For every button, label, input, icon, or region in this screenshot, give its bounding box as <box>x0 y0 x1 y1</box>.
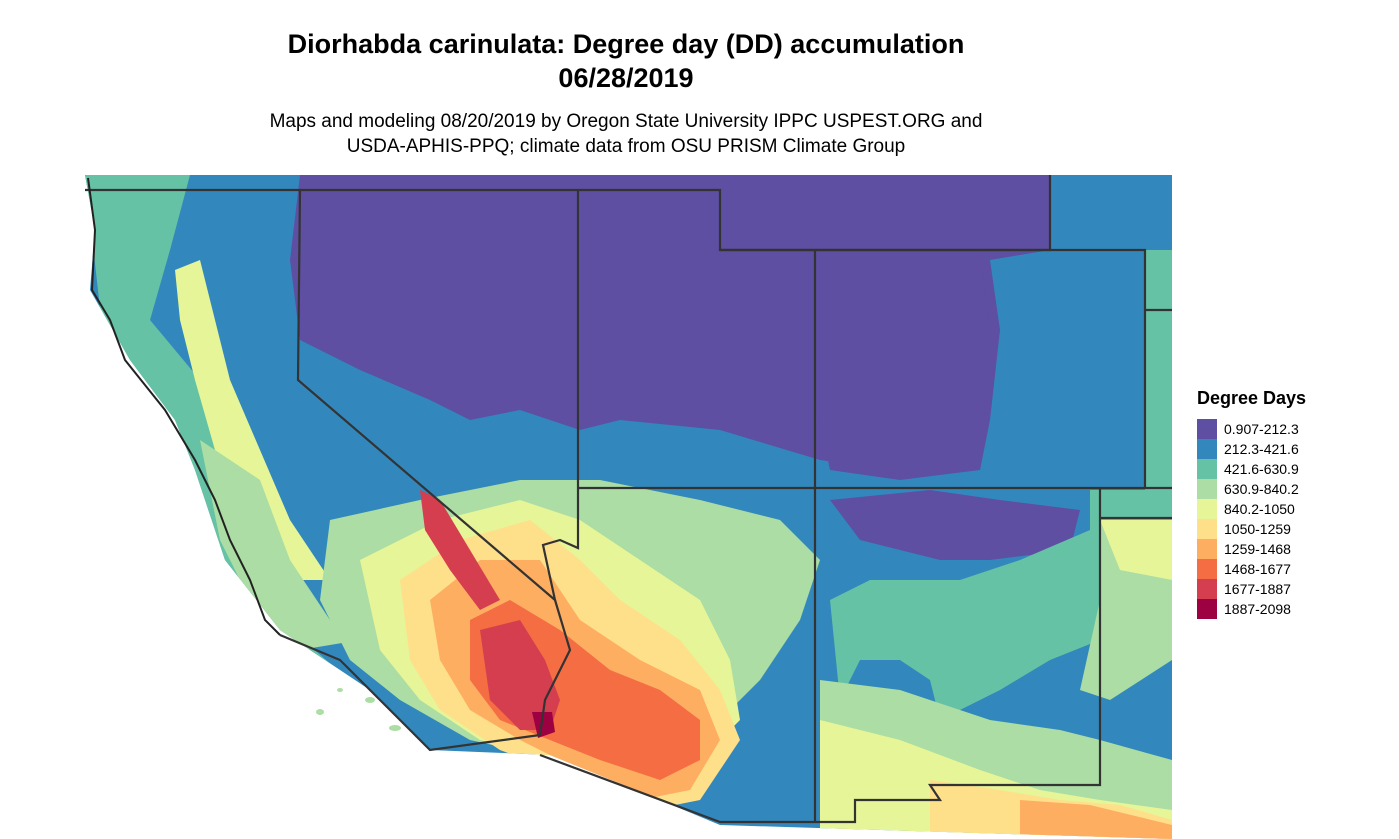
legend-label: 212.3-421.6 <box>1224 441 1299 457</box>
legend-swatch <box>1197 479 1217 499</box>
legend-label: 630.9-840.2 <box>1224 481 1299 497</box>
channel-islands <box>316 688 401 731</box>
legend-label: 1677-1887 <box>1224 581 1291 597</box>
legend-swatch <box>1197 519 1217 539</box>
legend-item: 421.6-630.9 <box>1197 459 1299 479</box>
map-subtitle-line2: USDA-APHIS-PPQ; climate data from OSU PR… <box>346 136 906 157</box>
legend-item: 1468-1677 <box>1197 559 1291 579</box>
legend-swatch <box>1197 559 1217 579</box>
legend-item: 1259-1468 <box>1197 539 1291 559</box>
legend-item: 1677-1887 <box>1197 579 1291 599</box>
legend-item: 630.9-840.2 <box>1197 479 1299 499</box>
legend-label: 1259-1468 <box>1224 541 1291 557</box>
legend-item: 840.2-1050 <box>1197 499 1295 519</box>
coastline <box>87 177 281 636</box>
legend-swatch <box>1197 539 1217 559</box>
legend-swatch <box>1197 439 1217 459</box>
legend-swatch <box>1197 459 1217 479</box>
legend-item: 1050-1259 <box>1197 519 1291 539</box>
legend-label: 1468-1677 <box>1224 561 1291 577</box>
state-borders <box>85 175 1172 824</box>
legend-label: 0.907-212.3 <box>1224 421 1299 437</box>
legend-item: 212.3-421.6 <box>1197 439 1299 459</box>
legend-label: 840.2-1050 <box>1224 501 1295 517</box>
legend-item: 0.907-212.3 <box>1197 419 1299 439</box>
legend-swatch <box>1197 499 1217 519</box>
map-date: 06/28/2019 <box>558 63 694 93</box>
map-subtitle-line1: Maps and modeling 08/20/2019 by Oregon S… <box>269 111 983 132</box>
map-title: Diorhabda carinulata: Degree day (DD) ac… <box>287 29 965 59</box>
legend-swatch <box>1197 579 1217 599</box>
legend-swatch <box>1197 419 1217 439</box>
legend-item: 1887-2098 <box>1197 599 1291 619</box>
legend-label: 1050-1259 <box>1224 521 1291 537</box>
legend-swatch <box>1197 599 1217 619</box>
degree-day-raster <box>85 175 1172 839</box>
legend-title: Degree Days <box>1197 388 1307 408</box>
legend-label: 421.6-630.9 <box>1224 461 1299 477</box>
legend-label: 1887-2098 <box>1224 601 1291 617</box>
